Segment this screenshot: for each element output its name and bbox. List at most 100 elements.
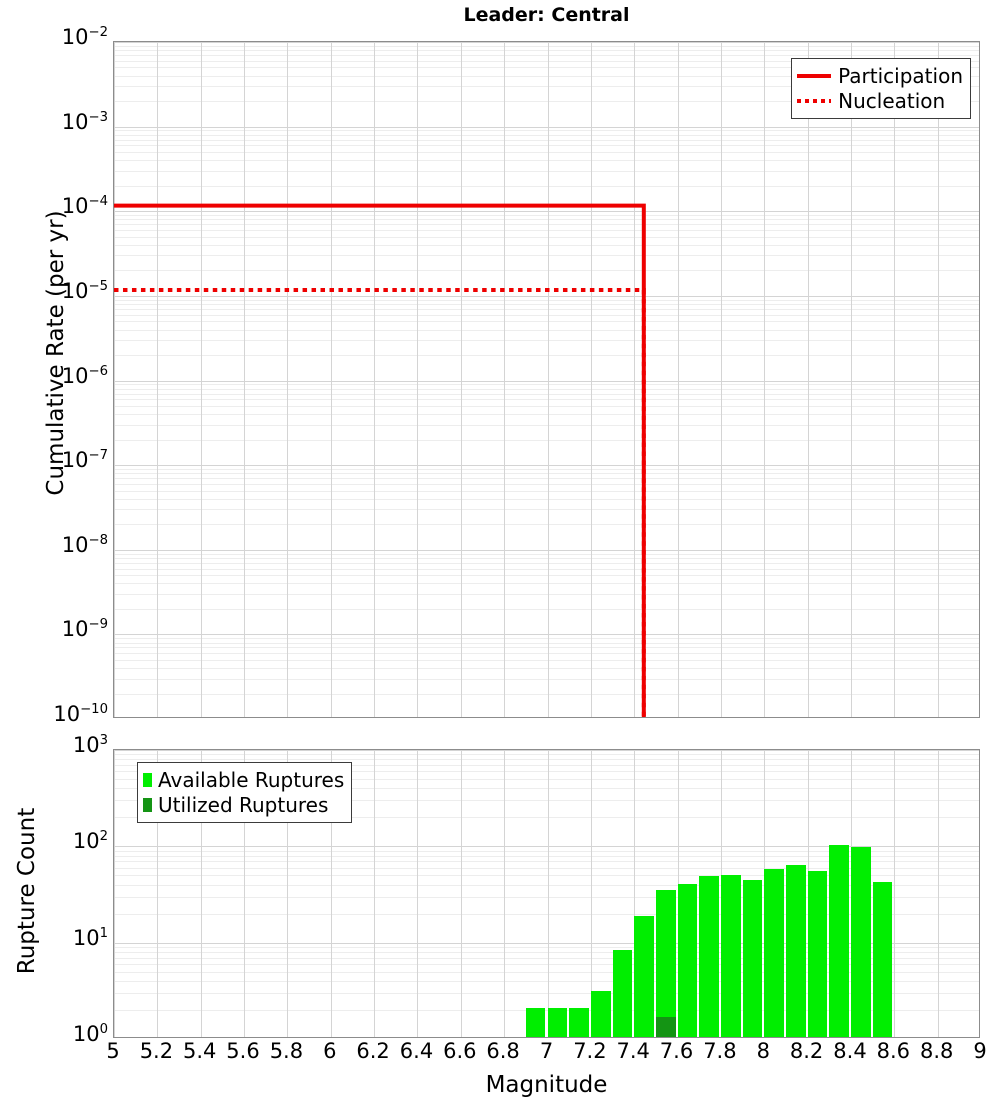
gridline-major-vertical: [894, 42, 895, 717]
y-tick-label: 10−2: [61, 25, 108, 49]
gridline-major-vertical: [417, 750, 418, 1037]
gridline-major-vertical: [461, 42, 462, 717]
legend-label-nucleation: Nucleation: [838, 88, 946, 113]
gridline-minor: [114, 759, 979, 760]
gridline-minor: [114, 55, 979, 56]
gridline-major-vertical: [894, 750, 895, 1037]
gridline-minor: [114, 817, 979, 818]
x-tick-label: 5.8: [269, 1039, 304, 1063]
gridline-minor: [114, 186, 979, 187]
legend-label-participation: Participation: [838, 63, 963, 88]
gridline-minor: [114, 800, 979, 801]
bar-available: [634, 916, 654, 1037]
x-tick-label: 8.2: [789, 1039, 824, 1063]
gridline-major-vertical: [634, 42, 635, 717]
y-tick-label: 102: [72, 829, 108, 854]
y-tick-label: 10−5: [61, 278, 108, 303]
x-tick-label: 5: [106, 1039, 120, 1063]
bar-available: [547, 1008, 568, 1037]
x-tick-label: 6.2: [356, 1039, 390, 1063]
bar-available: [872, 881, 893, 1037]
top-y-axis-label: Cumulative Rate (per yr): [43, 210, 69, 496]
legend-item-utilized-ruptures: Utilized Ruptures: [143, 792, 344, 817]
bar-available: [677, 883, 698, 1037]
gridline-minor: [114, 61, 979, 62]
gridline-minor: [114, 947, 979, 948]
gridline-major: [114, 943, 979, 944]
gridline-major: [114, 750, 979, 751]
gridline-major-vertical: [634, 750, 635, 1037]
cumulative-rate-plot: Participation Nucleation: [113, 41, 980, 718]
gridline-major: [114, 127, 979, 128]
x-tick-label: 6: [323, 1039, 337, 1063]
gridline-major-vertical: [287, 750, 288, 1037]
gridline-major-vertical: [938, 42, 939, 717]
gridline-major-vertical: [721, 42, 722, 717]
legend-item-nucleation: Nucleation: [797, 88, 963, 113]
x-tick-label: 7: [539, 1039, 554, 1063]
gridline-minor: [114, 788, 979, 789]
x-tick-labels: 5 5.2 5.4 5.6 5.8 6 6.2 6.4 6.6 6.8 7 7.2 7.4 7.6 7.8 8…: [106, 1039, 986, 1071]
bar-available: [590, 991, 611, 1037]
x-tick-label: 8.8: [919, 1039, 954, 1063]
gridline-major-vertical: [157, 42, 158, 717]
x-tick-label: 6.6: [443, 1039, 477, 1063]
gridline-major-vertical: [764, 42, 765, 717]
legend-item-participation: Participation: [797, 63, 963, 88]
gridline-major-vertical: [851, 42, 852, 717]
top-y-tick-labels: 10−2 10−3 10−4 10−5 10−6 10−7 10−8 10−9 10−10: [0, 26, 108, 725]
gridline-minor: [114, 46, 979, 47]
x-tick-label: 9: [973, 1039, 987, 1063]
gridline-minor: [114, 76, 979, 77]
gridline-minor: [114, 885, 979, 886]
gridline-major-vertical: [417, 42, 418, 717]
page-title: Leader: Central: [463, 4, 630, 26]
x-tick-label: 7.4: [616, 1039, 650, 1063]
x-tick-label: 7.8: [703, 1039, 737, 1063]
gridline-minor: [114, 135, 979, 136]
y-tick-label: 10−4: [61, 194, 108, 219]
gridline-major: [114, 846, 979, 847]
gridline-minor: [114, 86, 979, 87]
gridline-major-vertical: [114, 750, 115, 1037]
bar-available: [720, 875, 741, 1037]
gridline-major-vertical: [548, 42, 549, 717]
gridline-minor: [114, 856, 979, 857]
gridline-minor: [114, 875, 979, 876]
x-axis-label: Magnitude: [485, 1072, 608, 1098]
y-tick-label: 10−9: [61, 617, 108, 642]
bottom-legend: Available Ruptures Utilized Ruptures: [137, 762, 353, 823]
x-tick-label: 6.4: [399, 1039, 434, 1063]
x-tick-label: 8.6: [876, 1039, 910, 1063]
gridline-major-vertical: [591, 42, 592, 717]
gridline-minor: [114, 981, 979, 982]
bar-available: [764, 869, 784, 1037]
gridline-major-vertical: [287, 42, 288, 717]
bar-available: [612, 950, 633, 1037]
gridline-major-vertical: [504, 750, 505, 1037]
rupture-count-plot: Available Ruptures Utilized Ruptures: [113, 749, 980, 1038]
gridline-major-vertical: [461, 750, 462, 1037]
gridline-minor: [114, 171, 979, 172]
x-tick-label: 6.8: [486, 1039, 520, 1063]
gridline-major-vertical: [374, 750, 375, 1037]
gridline-major-vertical: [808, 42, 809, 717]
nucleation-line-icon: [797, 92, 832, 110]
bar-available: [785, 865, 806, 1037]
gridline-minor: [114, 972, 979, 973]
gridline-minor: [114, 868, 979, 869]
gridline-minor: [114, 861, 979, 862]
gridline-major-vertical: [331, 42, 332, 717]
bar-utilized: [655, 1017, 676, 1037]
y-tick-label: 103: [72, 733, 108, 757]
gridline-minor: [114, 779, 979, 780]
gridline-minor: [114, 771, 979, 772]
legend-item-available-ruptures: Available Ruptures: [143, 767, 344, 792]
gridline-minor: [114, 101, 979, 102]
x-tick-label: 5.6: [226, 1039, 260, 1063]
gridline-major-vertical: [591, 750, 592, 1037]
gridline-minor: [114, 50, 979, 51]
bottom-y-tick-labels: 103 102 101 100: [0, 734, 108, 1045]
rupture-bars: [114, 750, 979, 1037]
top-legend: Participation Nucleation: [791, 58, 971, 119]
